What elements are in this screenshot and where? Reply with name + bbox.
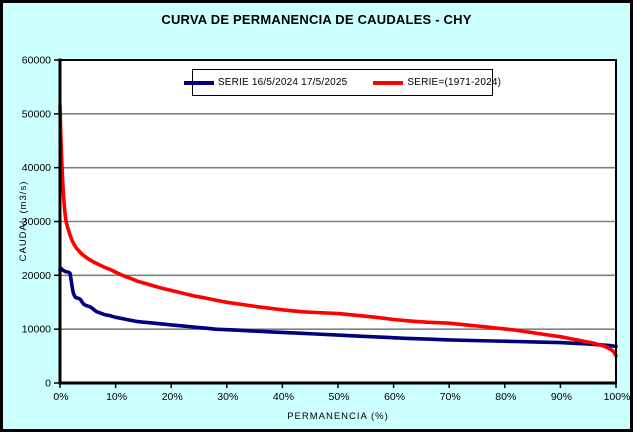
y-tick-label: 0 [45,378,51,390]
x-tick-label: 90% [551,391,572,403]
legend-label-serie-2024-2025: SERIE 16/5/2024 17/5/2025 [217,77,348,88]
chart-title: CURVA DE PERMANENCIA DE CAUDALES - CHY [161,12,472,27]
legend-entry-serie-1971-2024: SERIE=(1971-2024) [373,77,501,88]
x-tick-label: 60% [384,391,405,403]
x-tick-label: 0% [53,391,68,403]
y-axis-title: CAUDAL (m3/s) [18,181,29,262]
legend-entry-serie-2024-2025: SERIE 16/5/2024 17/5/2025 [183,77,348,88]
x-axis-title: PERMANENCIA (%) [287,411,389,422]
legend-label-serie-1971-2024: SERIE=(1971-2024) [407,77,502,88]
y-tick-label: 60000 [22,55,51,67]
gridlines [60,113,616,330]
series-lines [58,104,618,358]
legend-box: SERIE 16/5/2024 17/5/2025 SERIE=(1971-20… [183,69,501,96]
x-tick-label: 50% [328,391,349,403]
x-tick-label: 80% [495,391,516,403]
tick-labels: 0 10000 20000 30000 40000 50000 60000 0% 10% 20% 3… [22,55,631,404]
y-tick-label: 10000 [22,324,51,336]
chart-svg: 0 10000 20000 30000 40000 50000 60000 0% 10% 20% 3… [18,55,631,423]
y-tick-label: 50000 [22,108,51,120]
series-line-1 [58,104,618,358]
ticks [54,59,617,388]
y-tick-label: 20000 [22,270,51,282]
x-tick-label: 20% [162,391,183,403]
legend-line-swatch-blue [183,80,214,85]
x-tick-label: 10% [106,391,127,403]
y-tick-label: 30000 [22,216,51,228]
x-tick-label: 70% [440,391,461,403]
x-tick-label: 40% [273,391,294,403]
x-tick-label: 30% [217,391,238,403]
legend-line-swatch-red [373,80,404,85]
y-tick-label: 40000 [22,162,51,174]
x-tick-label: 100% [604,391,631,403]
series-line-0 [58,267,618,349]
